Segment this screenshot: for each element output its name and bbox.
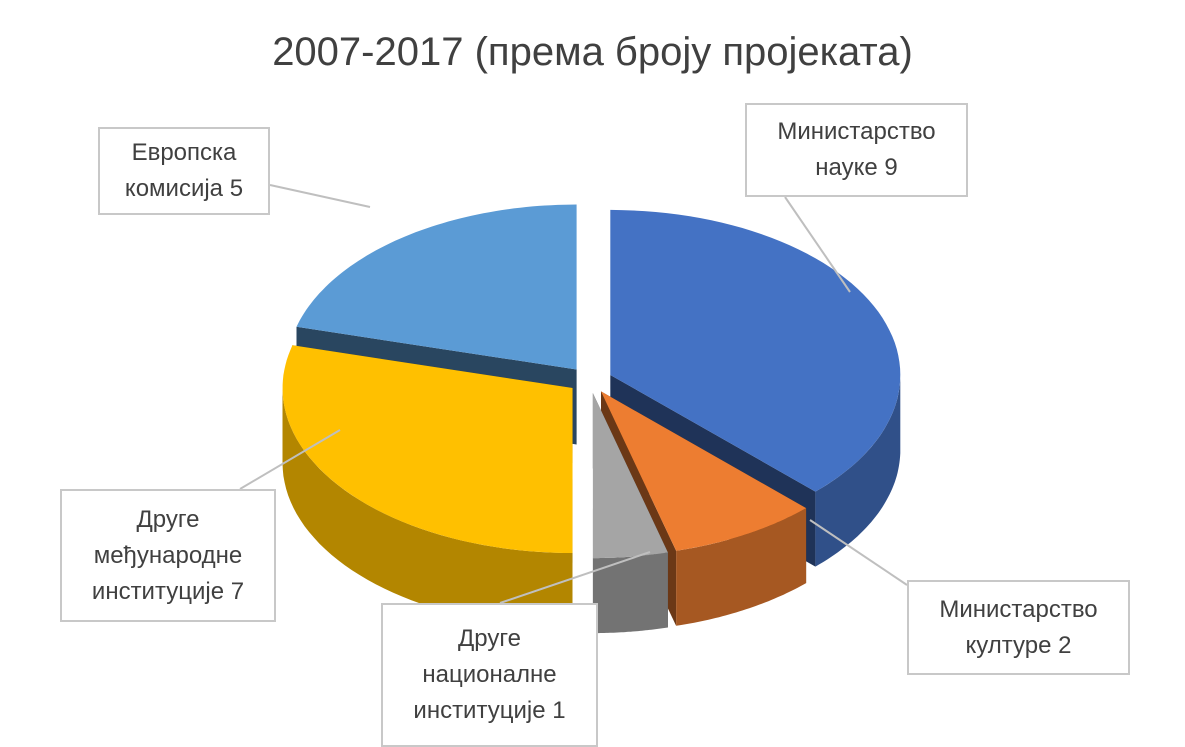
data-label: Друге националне институције 1 [381, 603, 598, 747]
label-name: Друге националне институције [413, 625, 557, 724]
label-value: 1 [552, 697, 566, 724]
pie-slice [592, 393, 668, 559]
label-value: 7 [230, 577, 245, 605]
chart-title: 2007-2017 (према броју пројеката) [272, 30, 913, 74]
pie-slice [282, 345, 573, 553]
data-label: Министарство науке 9 [745, 103, 968, 197]
label-value: 2 [1058, 631, 1072, 659]
label-name: Друге међународне институције [91, 505, 243, 605]
slice-wall [592, 552, 668, 634]
label-name: Министарство науке [777, 118, 936, 181]
leader-line [809, 519, 908, 586]
leader-line [784, 196, 851, 293]
slice-wall [676, 508, 807, 626]
data-label: Европска комисија 5 [98, 127, 270, 215]
leader-line [269, 184, 371, 208]
label-value: 5 [229, 175, 244, 202]
leader-line [499, 551, 651, 604]
slice-wall [815, 374, 901, 567]
pie-slice [296, 204, 577, 370]
label-name: Европска комисија [124, 139, 237, 202]
pie-slice [601, 391, 807, 551]
pie-slice [610, 209, 901, 492]
data-label: Друге међународне институције 7 [60, 489, 276, 622]
label-name: Министарство културе [939, 595, 1098, 659]
leader-line [239, 429, 341, 490]
data-label: Министарство културе 2 [907, 580, 1130, 675]
label-value: 9 [884, 154, 898, 181]
leader-lines [239, 184, 908, 604]
slice-wall [282, 388, 573, 628]
